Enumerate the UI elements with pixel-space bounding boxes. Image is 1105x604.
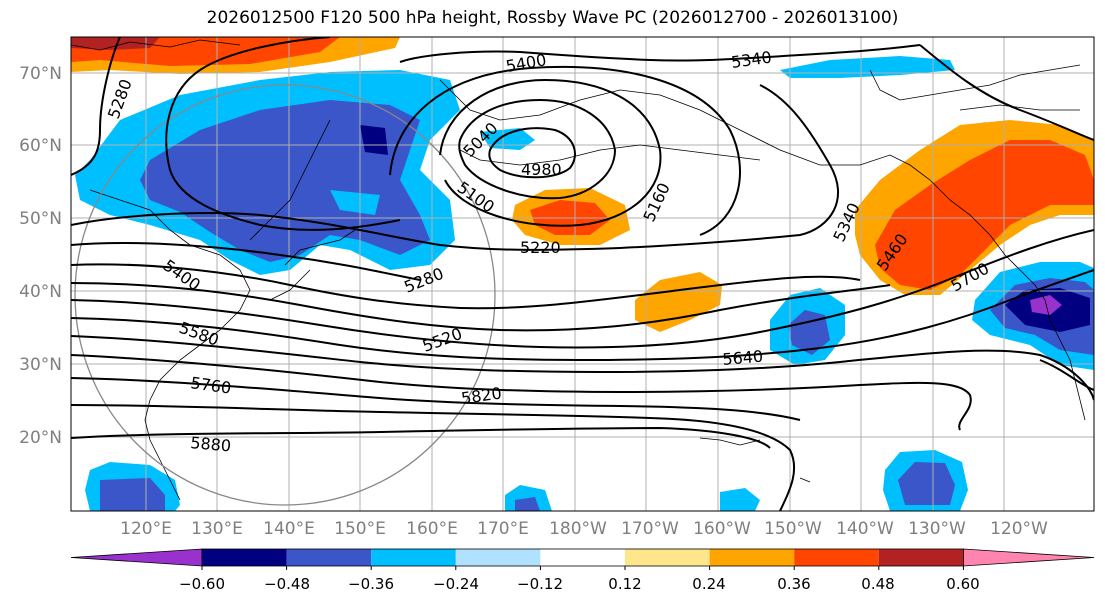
colorbar-segment xyxy=(540,549,625,566)
colorbar-outline xyxy=(201,548,964,567)
colorbar-segment xyxy=(709,549,795,566)
lon-label: 170°E xyxy=(477,519,529,539)
height-contours xyxy=(71,37,1094,511)
colorbar-tick-label: −0.48 xyxy=(264,575,310,593)
colorbar-segment xyxy=(455,549,541,566)
colorbar-segment xyxy=(625,549,710,566)
map-frame xyxy=(70,36,1095,512)
colorbar-segments xyxy=(70,548,1095,570)
contour-label: 5640 xyxy=(722,347,764,369)
lon-label: 140°W xyxy=(836,519,894,539)
lon-label: 150°E xyxy=(334,519,386,539)
anomaly-fill-layer xyxy=(71,37,1094,511)
contour-label: 5220 xyxy=(520,238,561,257)
lat-label: 30°N xyxy=(19,355,62,375)
colorbar-segment xyxy=(878,549,964,566)
colorbar-segment xyxy=(371,549,456,566)
colorbar-tick-label: 0.36 xyxy=(777,575,810,593)
lon-label: 170°W xyxy=(621,519,679,539)
colorbar-tick-label: 0.60 xyxy=(946,575,979,593)
lat-label: 60°N xyxy=(19,136,62,156)
lon-label: 180°W xyxy=(549,519,607,539)
colorbar-tick-label: 0.24 xyxy=(692,575,725,593)
lon-label: 120°E xyxy=(120,519,172,539)
lon-label: 140°E xyxy=(263,519,315,539)
lat-label: 70°N xyxy=(19,64,62,84)
map-title: 2026012500 F120 500 hPa height, Rossby W… xyxy=(206,8,899,28)
lat-label: 50°N xyxy=(19,209,62,229)
lon-label: 130°W xyxy=(908,519,966,539)
colorbar-tick-label: −0.36 xyxy=(348,575,394,593)
lat-axis: 70°N 60°N 50°N 40°N 30°N 20°N xyxy=(19,64,62,448)
colorbar-tick-label: −0.12 xyxy=(517,575,563,593)
lon-label: 130°E xyxy=(191,519,243,539)
colorbar-extend-low xyxy=(70,548,203,567)
lon-label: 160°E xyxy=(406,519,458,539)
colorbar-tick-label: −0.24 xyxy=(433,575,479,593)
colorbar-tick-label: 0.48 xyxy=(861,575,894,593)
graticule xyxy=(71,37,1094,511)
lat-label: 40°N xyxy=(19,282,62,302)
colorbar-ticks: −0.60 −0.48 −0.36 −0.24 −0.12 0.12 0.24 … xyxy=(179,575,980,593)
range-ring xyxy=(74,84,496,506)
lon-label: 120°W xyxy=(990,519,1048,539)
colorbar-segment xyxy=(794,549,879,566)
coastlines xyxy=(71,39,1086,501)
colorbar-extend-high xyxy=(963,548,1095,567)
lat-label: 20°N xyxy=(19,428,62,448)
lon-axis: 120°E 130°E 140°E 150°E 160°E 170°E 180°… xyxy=(120,519,1048,539)
contour-label: 5880 xyxy=(190,433,232,455)
lon-label: 160°W xyxy=(693,519,751,539)
colorbar-segment xyxy=(286,549,372,566)
contour-label: 4980 xyxy=(521,160,562,179)
colorbar-tick-label: 0.12 xyxy=(608,575,641,593)
colorbar-segment xyxy=(202,549,287,566)
colorbar-tick-label: −0.60 xyxy=(179,575,225,593)
lon-label: 150°W xyxy=(764,519,822,539)
